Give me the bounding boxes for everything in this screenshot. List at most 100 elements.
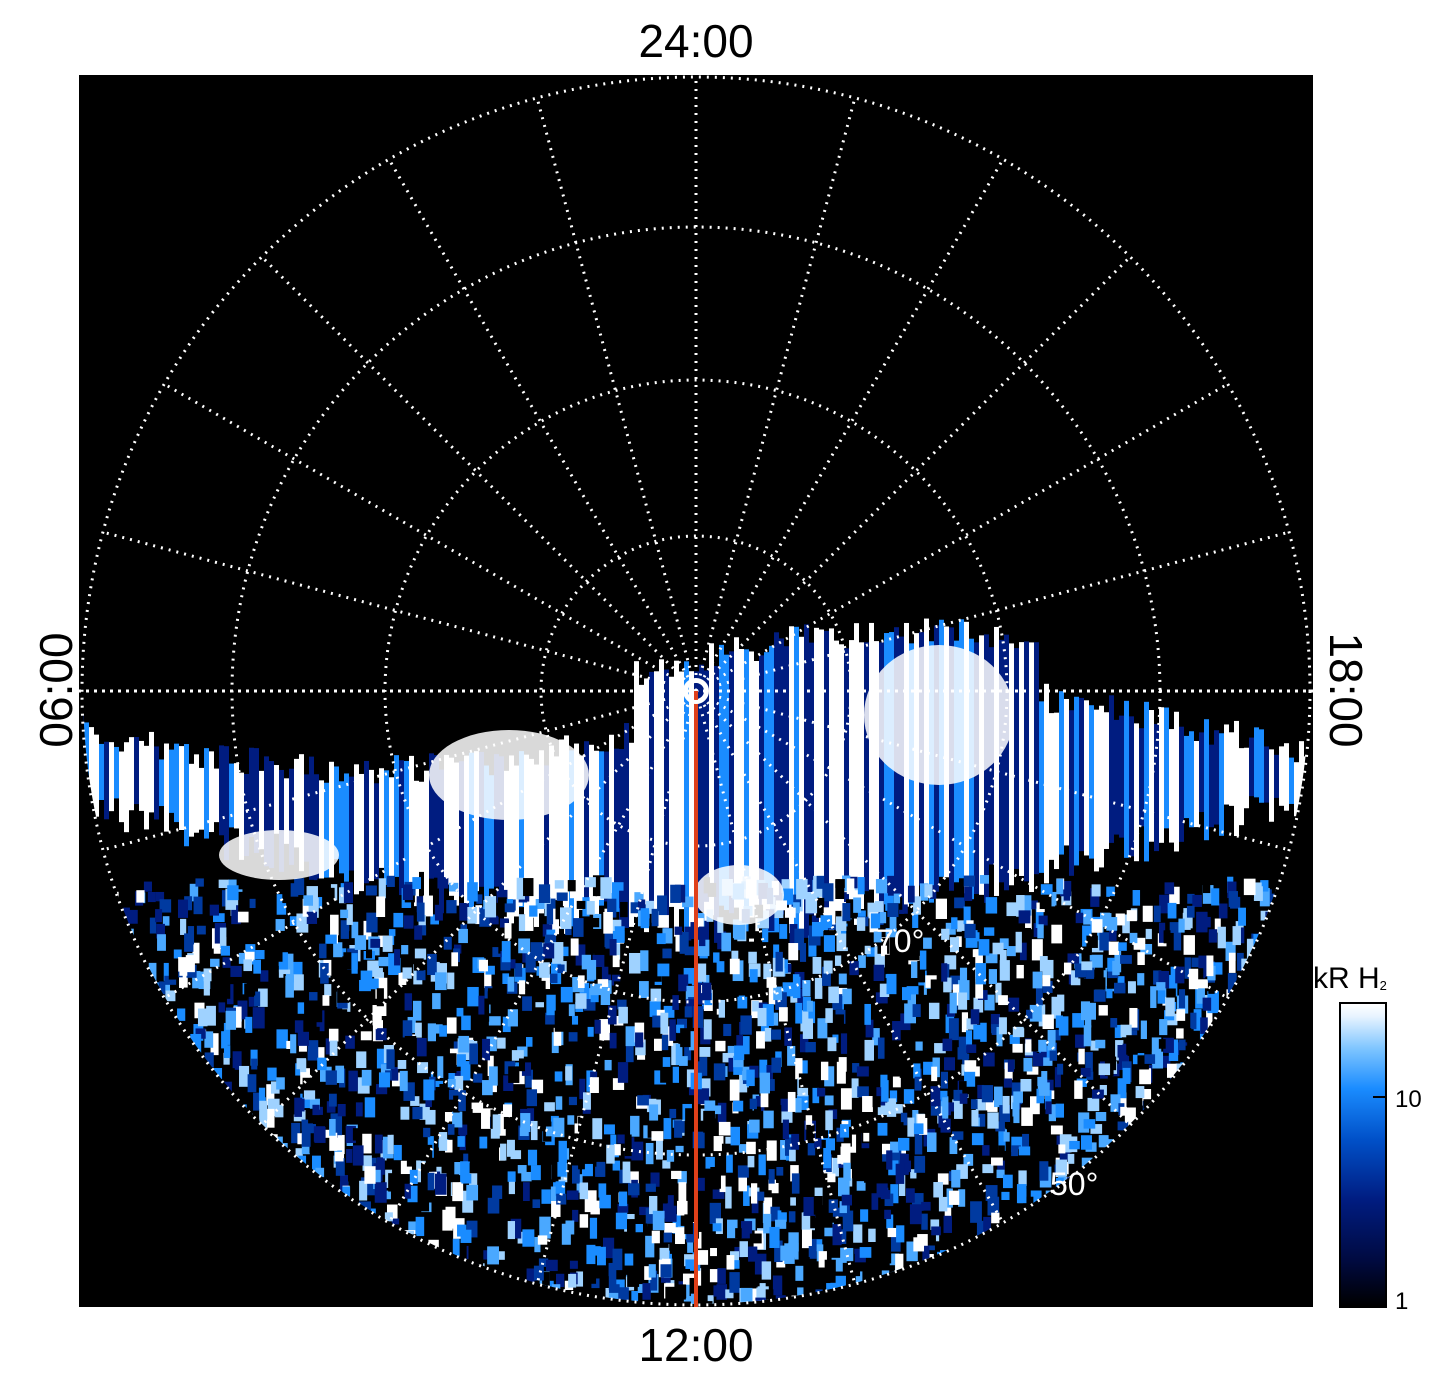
emission-pixel <box>733 1100 744 1112</box>
emission-pixel <box>905 1188 915 1203</box>
emission-pixel <box>370 938 381 948</box>
emission-pixel <box>763 1213 772 1234</box>
emission-pixel <box>1037 924 1044 939</box>
pole-marker <box>683 678 709 704</box>
emission-pixel <box>1069 1140 1080 1150</box>
emission-streak <box>1149 710 1154 842</box>
emission-pixel <box>282 1220 291 1233</box>
emission-pixel <box>1191 1306 1198 1307</box>
emission-streak <box>129 737 134 811</box>
emission-pixel <box>796 878 808 900</box>
emission-pixel <box>109 1253 118 1263</box>
emission-pixel <box>1225 1048 1232 1061</box>
emission-pixel <box>1293 1214 1304 1228</box>
emission-pixel <box>662 928 673 944</box>
emission-pixel <box>1014 1297 1022 1304</box>
emission-pixel <box>686 985 694 998</box>
emission-streak <box>684 661 689 938</box>
emission-pixel <box>825 1138 836 1151</box>
emission-pixel <box>546 994 556 1016</box>
emission-pixel <box>378 878 386 899</box>
emission-pixel <box>319 1303 330 1304</box>
emission-pixel <box>193 896 203 915</box>
emission-pixel <box>366 949 373 959</box>
emission-pixel <box>1278 1104 1290 1122</box>
emission-pixel <box>374 1134 383 1154</box>
emission-pixel <box>1155 1226 1167 1237</box>
emission-pixel <box>362 1155 372 1171</box>
emission-pixel <box>204 1031 214 1048</box>
emission-pixel <box>301 1127 311 1147</box>
emission-pixel <box>1230 896 1241 909</box>
emission-pixel <box>103 958 111 967</box>
emission-pixel <box>1290 1305 1300 1307</box>
emission-pixel <box>279 1298 289 1304</box>
emission-pixel <box>315 1167 325 1178</box>
emission-pixel <box>263 946 275 964</box>
emission-pixel <box>1165 1262 1177 1273</box>
emission-pixel <box>951 1200 963 1219</box>
emission-pixel <box>192 942 200 964</box>
emission-pixel <box>481 1108 493 1129</box>
emission-pixel <box>190 1033 202 1053</box>
emission-pixel <box>909 1276 917 1285</box>
emission-pixel <box>167 1303 175 1304</box>
emission-pixel <box>1141 1305 1151 1307</box>
emission-pixel <box>606 1144 615 1164</box>
emission-pixel <box>143 1022 151 1037</box>
emission-pixel <box>1032 1052 1044 1067</box>
emission-pixel <box>297 1031 310 1046</box>
colorbar-tick-mark-10 <box>1373 1096 1385 1098</box>
emission-pixel <box>1085 1206 1096 1221</box>
emission-pixel <box>590 1071 598 1083</box>
emission-pixel <box>569 1109 581 1121</box>
emission-pixel <box>930 1292 937 1304</box>
emission-pixel <box>728 1057 737 1072</box>
emission-pixel <box>1231 1294 1241 1303</box>
emission-pixel <box>497 897 507 917</box>
emission-pixel <box>355 1275 364 1296</box>
emission-pixel <box>417 1062 429 1074</box>
emission-pixel <box>801 1212 811 1230</box>
emission-pixel <box>836 1061 846 1084</box>
emission-pixel <box>1282 1297 1293 1304</box>
emission-pixel <box>159 899 172 913</box>
emission-streak <box>1159 707 1164 843</box>
emission-pixel <box>297 1255 304 1277</box>
emission-pixel <box>388 1173 400 1192</box>
emission-pixel <box>181 1091 192 1112</box>
emission-pixel <box>697 1250 709 1265</box>
emission-pixel <box>725 1289 734 1299</box>
emission-pixel <box>1228 1138 1237 1153</box>
emission-pixel <box>662 1258 671 1270</box>
emission-pixel <box>337 1237 350 1258</box>
emission-pixel <box>300 1093 311 1109</box>
emission-pixel <box>1021 984 1032 1006</box>
emission-pixel <box>855 1271 863 1288</box>
emission-pixel <box>343 1259 355 1278</box>
emission-pixel <box>317 878 325 888</box>
emission-streak <box>604 751 609 902</box>
emission-pixel <box>912 911 919 929</box>
emission-pixel <box>1080 1135 1092 1150</box>
emission-pixel <box>781 879 790 893</box>
emission-pixel <box>97 1081 109 1095</box>
emission-pixel <box>1241 1141 1251 1158</box>
emission-pixel <box>348 1105 358 1124</box>
emission-pixel <box>938 1115 945 1128</box>
emission-pixel <box>326 1101 336 1113</box>
emission-pixel <box>923 1061 934 1075</box>
emission-pixel <box>86 1091 95 1103</box>
emission-pixel <box>299 1059 307 1073</box>
emission-pixel <box>208 1177 219 1192</box>
emission-streak <box>234 763 239 829</box>
emission-pixel <box>1098 1063 1111 1076</box>
emission-pixel <box>106 893 115 915</box>
emission-pixel <box>184 896 193 911</box>
emission-pixel <box>1131 1264 1141 1273</box>
emission-pixel <box>863 1290 873 1304</box>
emission-pixel <box>1228 1224 1238 1239</box>
emission-pixel <box>1058 1223 1067 1240</box>
emission-pixel <box>669 1019 676 1041</box>
emission-pixel <box>864 945 871 955</box>
